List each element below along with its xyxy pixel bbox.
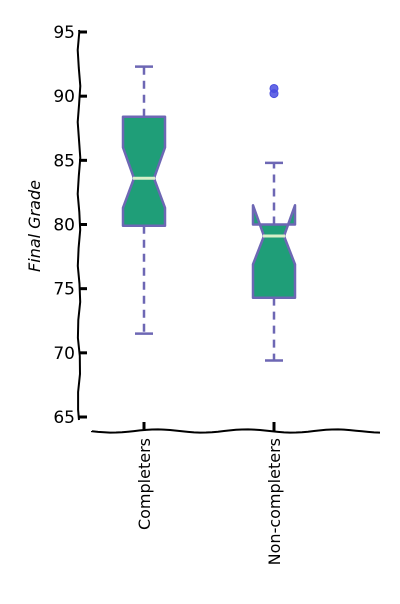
- y-tick-label-75: 75: [53, 280, 75, 300]
- y-axis-line: [76, 29, 82, 421]
- y-tick-label-80: 80: [53, 216, 75, 236]
- y-tick-label-90: 90: [53, 87, 75, 107]
- y-tick-label-70: 70: [53, 344, 75, 364]
- completers-box: [121, 115, 167, 228]
- y-tick-label-95: 95: [53, 23, 75, 43]
- non-completers-outlier: [269, 83, 279, 93]
- y-tick-label-65: 65: [53, 408, 75, 428]
- y-tick-label-85: 85: [53, 151, 75, 171]
- y-axis-title: Final Grade: [25, 180, 44, 272]
- non-completers-box: [251, 204, 297, 299]
- x-axis-line: [91, 428, 381, 434]
- x-tick-label-completers: Completers: [135, 438, 154, 530]
- x-tick-label-non-completers: Non-completers: [265, 438, 284, 565]
